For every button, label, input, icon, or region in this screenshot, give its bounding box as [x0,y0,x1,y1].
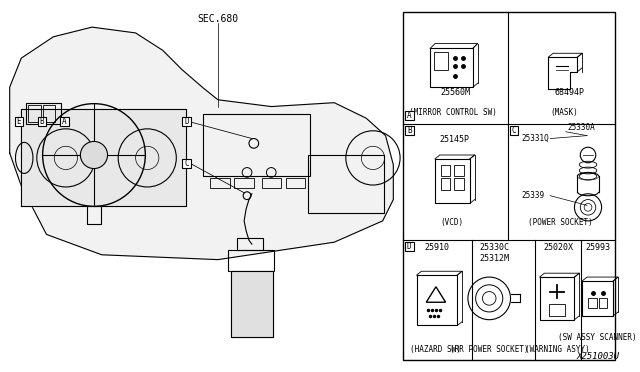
Text: A: A [62,117,67,126]
Bar [237,238,262,250]
Text: SEC.680: SEC.680 [197,15,239,25]
Text: D: D [184,117,189,126]
Text: C: C [184,159,189,168]
Bar [582,281,613,316]
Text: (WARNING ASYY): (WARNING ASYY) [525,345,589,354]
Text: 25312M: 25312M [479,254,509,263]
Bar [182,159,191,168]
Bar [441,178,451,190]
Bar [286,178,305,188]
Bar [182,117,191,126]
Text: 25330A: 25330A [568,124,595,132]
Bar [540,277,575,320]
Bar [588,298,596,308]
Bar [228,250,274,271]
Text: 25560M: 25560M [440,87,470,96]
Text: B: B [40,117,44,126]
Text: (SW ASSY SCANNER): (SW ASSY SCANNER) [559,333,637,341]
Circle shape [81,141,108,169]
Bar [434,52,447,70]
Bar [38,117,47,126]
Text: C: C [511,126,516,135]
Text: 25993: 25993 [585,244,610,253]
Bar [405,111,413,120]
Bar [430,48,473,87]
Text: 25910: 25910 [424,244,449,253]
Text: (VCD): (VCD) [441,218,464,227]
Bar [60,117,68,126]
Bar [26,103,61,124]
Text: B: B [407,126,412,135]
Text: D: D [407,242,412,251]
Bar [28,105,41,122]
Bar [454,178,464,190]
Text: 25145P: 25145P [439,135,469,144]
Text: (MIRROR CONTROL SW): (MIRROR CONTROL SW) [410,108,497,117]
Bar [435,159,470,203]
Bar [441,165,451,176]
Text: (RR POWER SOCKET): (RR POWER SOCKET) [450,345,529,354]
Bar [549,304,564,316]
Bar [417,275,457,326]
Text: 25339: 25339 [521,191,544,200]
Bar [210,178,230,188]
Text: E: E [17,117,21,126]
Bar [454,165,464,176]
Bar [308,155,383,213]
Bar [204,114,310,176]
Text: X251003U: X251003U [576,352,620,361]
Text: 68494P: 68494P [555,87,584,96]
Text: (HAZARD SW): (HAZARD SW) [410,345,461,354]
Text: (MASK): (MASK) [550,108,578,117]
Text: 25331Q: 25331Q [521,134,549,143]
Text: A: A [407,111,412,120]
Text: (POWER SOCKET): (POWER SOCKET) [527,218,592,227]
Bar [405,126,413,135]
Polygon shape [21,109,186,206]
Bar [43,105,55,122]
Bar [509,126,518,135]
Polygon shape [230,271,273,337]
Bar [234,178,254,188]
Bar [598,298,607,308]
Text: 25330C: 25330C [479,243,509,251]
Text: 25020X: 25020X [543,244,573,253]
Bar [262,178,281,188]
Polygon shape [10,27,394,260]
Bar [403,12,615,360]
Bar [15,117,23,126]
Bar [405,242,413,251]
